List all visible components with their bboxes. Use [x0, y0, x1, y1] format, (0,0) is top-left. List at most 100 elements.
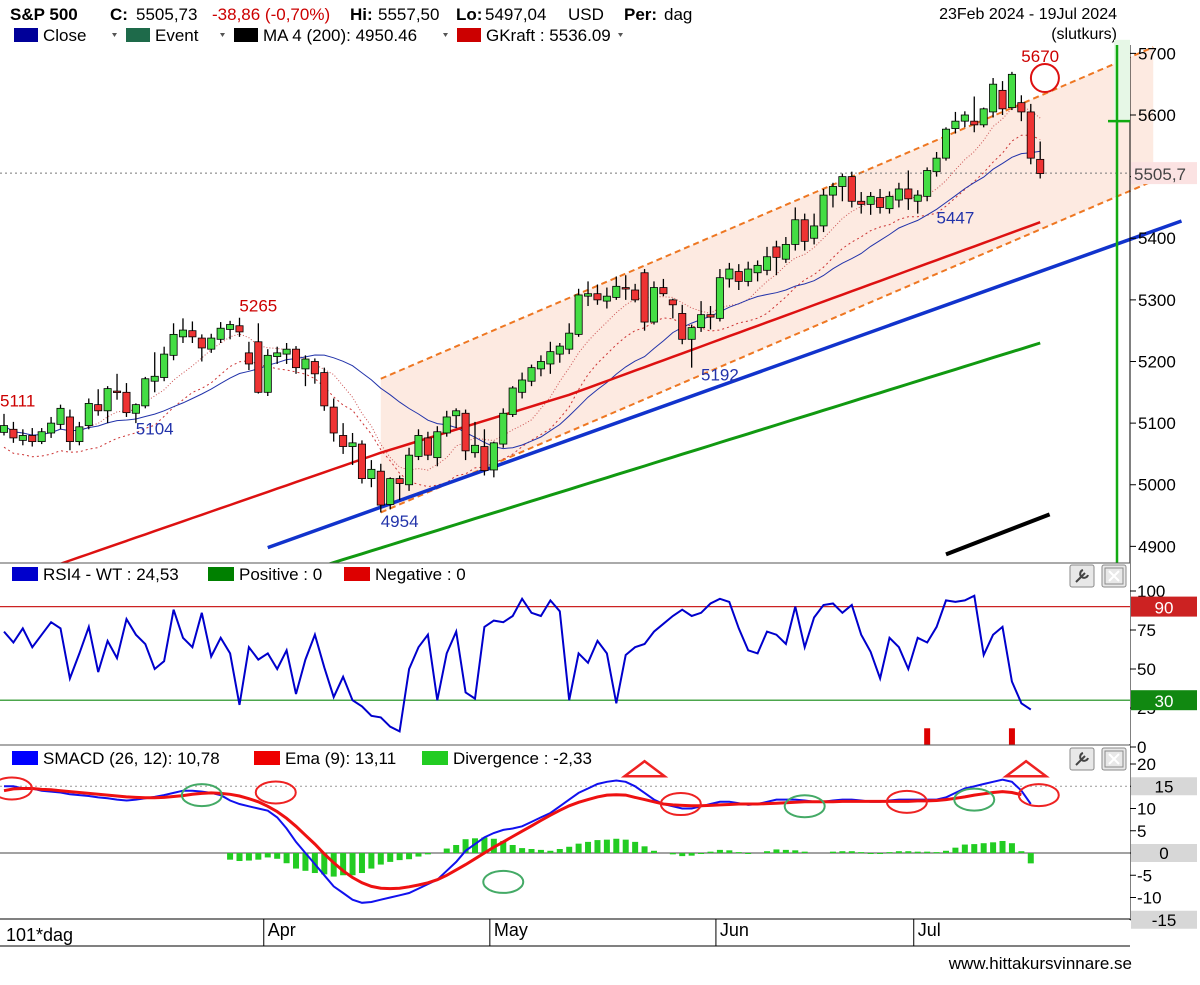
wrench-icon — [1075, 569, 1089, 583]
candle — [838, 173, 847, 202]
candle-body — [923, 170, 932, 197]
candle — [866, 192, 875, 215]
candle-body — [367, 468, 376, 479]
website-credit[interactable]: www.hittakursvinnare.se — [948, 954, 1132, 973]
low-value: 5497,04 — [485, 5, 546, 24]
divergence-bar — [443, 848, 450, 853]
candle-body — [395, 478, 404, 484]
candle-body — [433, 431, 442, 459]
candle-body — [197, 337, 206, 349]
legend-swatch — [12, 751, 38, 765]
low-label: Lo: — [456, 5, 482, 24]
candle — [876, 188, 885, 214]
candle — [772, 240, 781, 276]
divergence-bar — [462, 839, 469, 853]
macd-level-label: 0 — [1159, 844, 1168, 863]
candle — [546, 341, 555, 374]
channel-lower-line — [380, 180, 1154, 514]
rsi-line — [3, 594, 1032, 733]
divergence-bar — [358, 853, 365, 874]
divergence-bar — [575, 843, 582, 853]
rsi-settings-button[interactable] — [1069, 564, 1095, 588]
candle — [37, 428, 46, 445]
candle — [584, 281, 593, 307]
rsi-tick-label: 100 — [1137, 582, 1165, 601]
candle-body — [75, 426, 84, 443]
candle — [904, 170, 913, 210]
candle — [329, 398, 338, 442]
month-label: Apr — [268, 920, 296, 940]
candle — [395, 475, 404, 501]
candle-body — [405, 454, 414, 486]
period-label: Per: — [624, 5, 657, 24]
sell-signal-marker — [0, 776, 33, 801]
divergence-bar — [735, 852, 742, 854]
candle-body — [244, 352, 253, 365]
peak-warning-triangle — [1002, 759, 1050, 778]
high-value: 5557,50 — [378, 5, 439, 24]
divergence-bar — [585, 841, 592, 853]
candle-body — [970, 120, 979, 126]
divergence-bar — [650, 850, 657, 853]
rsi-panel: RSI4 - WT : 24,53 Positive : 0 Negative : … — [0, 562, 1197, 757]
candle-body — [178, 329, 187, 338]
macd-level-label: 15 — [1155, 777, 1174, 796]
legend-swatch — [254, 751, 280, 765]
divergence-bar — [999, 840, 1006, 853]
candle-body — [518, 379, 527, 393]
candle-body — [631, 289, 640, 301]
candle-body — [951, 120, 960, 129]
period-value: dag — [664, 5, 692, 24]
divergence-bar — [1027, 853, 1034, 864]
indicator-legend: Close Event MA 4 (200): 4950.46 GKraft : 55… — [14, 26, 623, 45]
divergence-bar — [481, 837, 488, 853]
divergence-bar — [877, 853, 884, 854]
macd-tick-label: 10 — [1137, 800, 1156, 819]
candle — [414, 429, 423, 461]
candle-body — [772, 246, 781, 258]
candle — [442, 410, 451, 437]
divergence-bar — [745, 853, 752, 854]
candle-body — [423, 437, 432, 456]
candle-body — [998, 89, 1007, 110]
candle — [405, 447, 414, 491]
legend-label: Close — [43, 26, 86, 45]
candle — [197, 334, 206, 362]
candle-body — [442, 416, 451, 434]
divergence-bar — [792, 850, 799, 853]
divergence-bar — [829, 851, 836, 853]
macd-tick-label: -10 — [1137, 889, 1162, 908]
candle — [612, 276, 621, 300]
rsi-90-label: 90 — [1155, 599, 1174, 618]
candle — [423, 431, 432, 461]
candle-body — [103, 388, 112, 412]
candle-body — [668, 299, 677, 306]
candle-body — [659, 287, 668, 295]
divergence-bar — [594, 840, 601, 853]
divergence-bar — [971, 844, 978, 853]
divergence-bar — [867, 853, 874, 854]
candle — [131, 403, 140, 424]
candle-body — [169, 333, 178, 356]
macd-close-button[interactable] — [1101, 747, 1127, 771]
candle — [433, 426, 442, 467]
candle-body — [47, 422, 56, 434]
candle-body — [546, 351, 555, 365]
month-labels: Apr May Jun Jul — [263, 919, 941, 946]
rsi-close-button[interactable] — [1101, 564, 1127, 588]
candle-body — [1026, 111, 1035, 159]
price-annotation: 5265 — [239, 296, 277, 315]
candle-body — [584, 293, 593, 297]
candle — [725, 262, 734, 288]
candle-body — [565, 332, 574, 350]
candle-body — [235, 325, 244, 333]
candle — [518, 372, 527, 399]
candle-body — [715, 277, 724, 319]
macd-settings-button[interactable] — [1069, 747, 1095, 771]
period-setting[interactable]: 101*dag — [6, 925, 73, 945]
divergence-bar — [905, 851, 912, 853]
candle — [942, 127, 951, 161]
month-label: May — [494, 920, 528, 940]
candle-body — [678, 313, 687, 340]
